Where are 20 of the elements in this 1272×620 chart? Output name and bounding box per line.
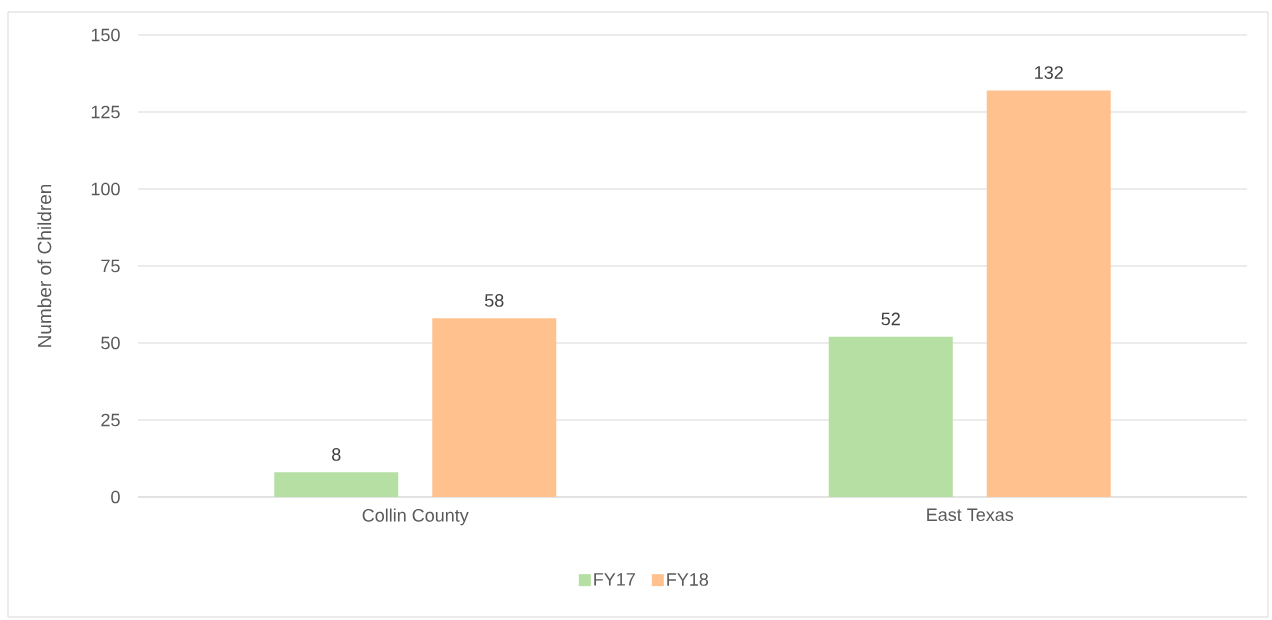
data-label: 132 [1035,66,1063,79]
legend-label: FY17 [594,573,635,586]
data-label: 8 [332,448,341,461]
data-label: 52 [881,312,900,326]
y-tick-label: 25 [101,413,120,427]
y-tick-label: 50 [101,336,120,350]
bar [828,336,953,497]
y-tick-label: 100 [91,182,120,196]
bar [986,90,1111,497]
bar [274,472,399,497]
data-label: 58 [484,294,504,307]
y-axis-title: Number of Children [37,184,52,347]
x-tick-label: East Texas [927,508,1014,522]
y-tick-label: 125 [91,105,120,119]
y-tick-label: 150 [91,28,120,42]
legend-label: FY18 [667,573,709,586]
y-tick-label: 0 [111,490,120,504]
x-tick-label: Collin County [362,508,469,526]
bar [432,318,557,497]
y-tick-label: 75 [101,259,120,273]
